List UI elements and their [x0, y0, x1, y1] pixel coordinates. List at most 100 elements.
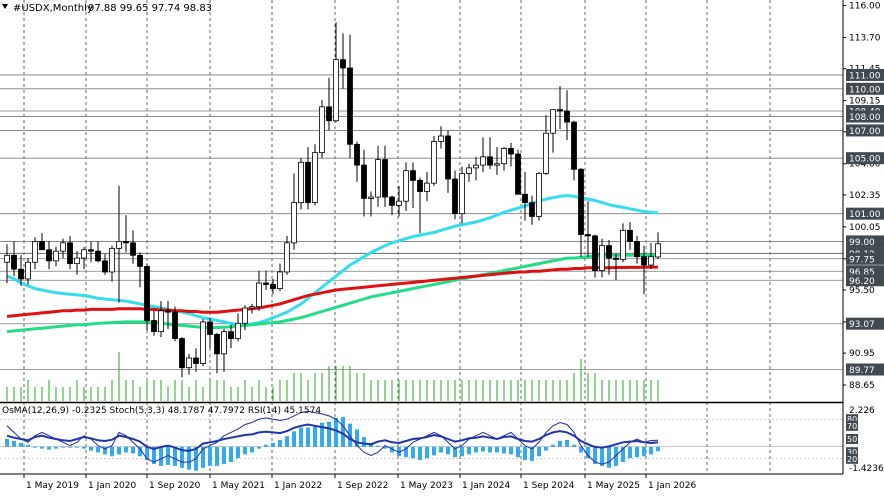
candle[interactable]	[410, 162, 416, 209]
candle[interactable]	[494, 147, 500, 175]
dropdown-triangle-icon[interactable]	[2, 4, 8, 9]
candle[interactable]	[249, 303, 255, 314]
candle[interactable]	[32, 237, 38, 270]
candle[interactable]	[263, 270, 269, 290]
candle[interactable]	[235, 313, 241, 342]
candle[interactable]	[529, 195, 535, 225]
candle[interactable]	[613, 253, 619, 281]
candle[interactable]	[515, 149, 521, 195]
candle[interactable]	[389, 195, 395, 216]
candle[interactable]	[95, 241, 101, 263]
candle[interactable]	[487, 137, 493, 170]
candle[interactable]	[361, 149, 367, 217]
candle[interactable]	[641, 245, 647, 295]
candle[interactable]	[207, 317, 213, 349]
candle[interactable]	[291, 173, 297, 250]
candle[interactable]	[480, 137, 486, 173]
candle[interactable]	[130, 230, 136, 264]
candle[interactable]	[522, 172, 528, 221]
candle[interactable]	[11, 241, 17, 277]
candle[interactable]	[193, 348, 199, 372]
candle[interactable]	[151, 310, 157, 336]
candle[interactable]	[445, 130, 451, 193]
candle[interactable]	[284, 235, 290, 275]
candle[interactable]	[438, 126, 444, 149]
candle[interactable]	[67, 235, 73, 270]
candle[interactable]	[347, 34, 353, 159]
candle[interactable]	[557, 86, 563, 130]
candle[interactable]	[277, 263, 283, 292]
candle[interactable]	[431, 135, 437, 186]
candle[interactable]	[18, 255, 24, 286]
candle[interactable]	[4, 244, 10, 284]
candle[interactable]	[172, 306, 178, 342]
candle-body	[214, 333, 220, 355]
candle[interactable]	[144, 263, 150, 331]
candle[interactable]	[53, 246, 59, 267]
candle[interactable]	[571, 120, 577, 181]
candle[interactable]	[186, 353, 192, 375]
candle[interactable]	[214, 333, 220, 374]
candle[interactable]	[536, 172, 542, 221]
candle[interactable]	[298, 158, 304, 210]
candle[interactable]	[46, 241, 52, 270]
candle[interactable]	[102, 253, 108, 275]
candle[interactable]	[578, 167, 584, 257]
candle[interactable]	[459, 166, 465, 224]
candle[interactable]	[606, 240, 612, 275]
candle[interactable]	[88, 241, 94, 263]
candle[interactable]	[305, 147, 311, 210]
candle[interactable]	[116, 185, 122, 303]
candle[interactable]	[368, 191, 374, 217]
candle[interactable]	[382, 145, 388, 207]
candle[interactable]	[466, 163, 472, 182]
candle[interactable]	[585, 201, 591, 257]
candle[interactable]	[564, 90, 570, 141]
candle[interactable]	[473, 156, 479, 181]
candle[interactable]	[326, 77, 332, 131]
candle[interactable]	[242, 305, 248, 331]
candle[interactable]	[256, 270, 262, 311]
candle[interactable]	[354, 141, 360, 182]
candle-body	[151, 320, 157, 333]
candle[interactable]	[403, 162, 409, 211]
candle[interactable]	[627, 222, 633, 250]
candle[interactable]	[221, 328, 227, 372]
candle[interactable]	[655, 232, 661, 259]
candle[interactable]	[501, 147, 507, 171]
candle[interactable]	[165, 301, 171, 329]
candle[interactable]	[109, 245, 115, 282]
candle[interactable]	[312, 144, 318, 206]
candle[interactable]	[599, 238, 605, 278]
candle[interactable]	[592, 234, 598, 278]
candle[interactable]	[137, 252, 143, 288]
candle[interactable]	[634, 235, 640, 264]
candle[interactable]	[340, 33, 346, 89]
candle[interactable]	[508, 142, 514, 167]
candle[interactable]	[25, 258, 31, 285]
candle[interactable]	[375, 145, 381, 207]
candle[interactable]	[424, 172, 430, 202]
candle[interactable]	[158, 301, 164, 338]
candle[interactable]	[620, 223, 626, 263]
candle[interactable]	[319, 99, 325, 159]
candle[interactable]	[60, 238, 66, 259]
candle[interactable]	[550, 109, 556, 153]
candle[interactable]	[74, 251, 80, 275]
candle[interactable]	[270, 278, 276, 295]
candle[interactable]	[228, 324, 234, 349]
candle[interactable]	[333, 22, 339, 123]
candle[interactable]	[396, 185, 402, 217]
candle[interactable]	[81, 246, 87, 270]
candle[interactable]	[543, 115, 549, 175]
candle[interactable]	[123, 215, 129, 253]
candle[interactable]	[39, 233, 45, 251]
candle[interactable]	[452, 170, 458, 220]
candle[interactable]	[648, 242, 654, 270]
price-tick-label: 88.65	[849, 381, 875, 391]
candle[interactable]	[200, 319, 206, 367]
candle[interactable]	[417, 177, 423, 234]
candle[interactable]	[179, 337, 185, 378]
